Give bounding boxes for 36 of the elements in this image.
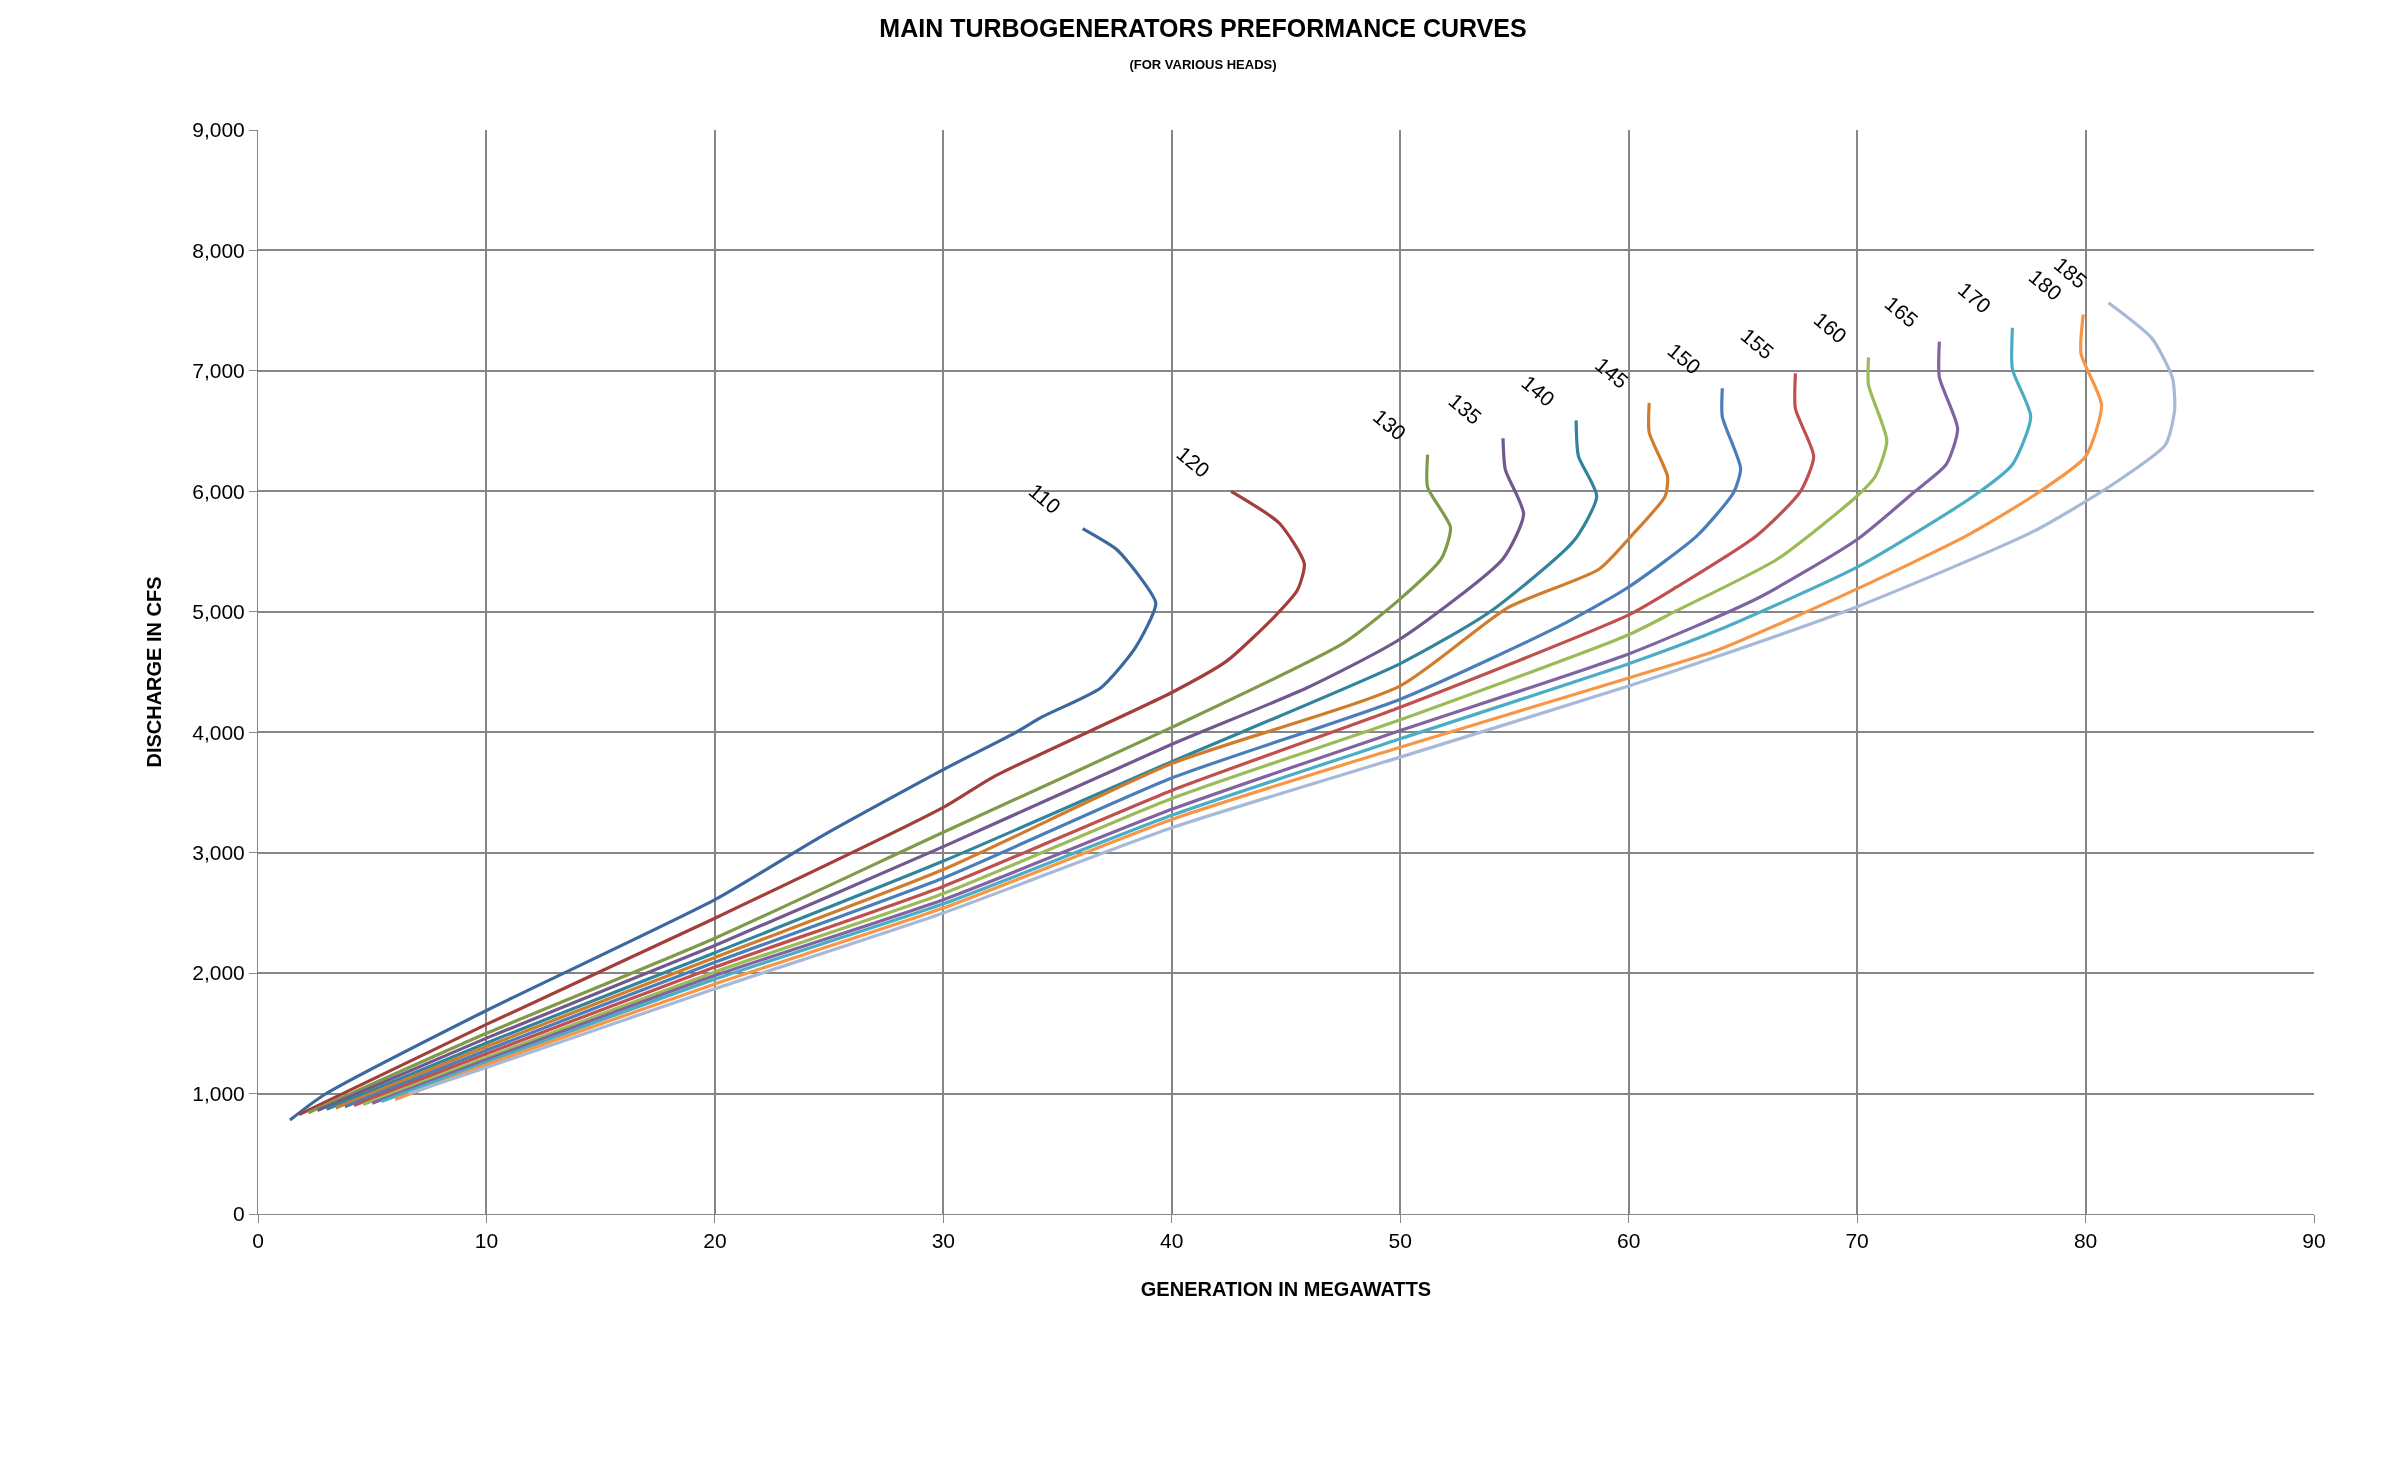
x-tick-label: 50: [1388, 1229, 1412, 1253]
text: 135: [1444, 388, 1487, 429]
y-axis-title: DISCHARGE IN CFS: [142, 576, 165, 768]
y-tick-label: 7,000: [192, 359, 245, 383]
y-tick-label: 8,000: [192, 238, 245, 262]
x-tick-label: 0: [252, 1229, 264, 1253]
x-tick-label: 20: [703, 1229, 727, 1253]
text: 165: [1880, 291, 1923, 332]
chart-title: MAIN TURBOGENERATORS PREFORMANCE CURVES: [879, 13, 1527, 42]
y-tick-label: 0: [233, 1202, 245, 1226]
line-series: [288, 527, 1158, 1122]
y-tick-label: 5,000: [192, 600, 245, 624]
text: 160: [1809, 307, 1852, 348]
y-tick-label: 3,000: [192, 841, 245, 865]
y-tick-label: 4,000: [192, 720, 245, 744]
x-tick-label: 10: [474, 1229, 499, 1253]
y-tick-label: 2,000: [192, 961, 245, 985]
text: 170: [1953, 277, 1996, 318]
x-tick-label: 40: [1160, 1229, 1184, 1253]
text: 120: [1172, 441, 1215, 482]
x-tick-label: 80: [2073, 1229, 2098, 1253]
x-tick-label: 30: [931, 1229, 956, 1253]
x-tick-label: 60: [1616, 1229, 1641, 1253]
y-tick-label: 9,000: [192, 118, 245, 142]
text: 130: [1368, 404, 1411, 445]
y-tick-label: 1,000: [192, 1081, 245, 1105]
text: 110: [1024, 479, 1066, 519]
text: 145: [1590, 352, 1633, 393]
text: 150: [1663, 338, 1706, 379]
text: 140: [1517, 370, 1560, 411]
x-axis-title: GENERATION IN MEGAWATTS: [1140, 1277, 1432, 1300]
x-tick-label: 70: [1845, 1229, 1869, 1253]
x-tick-label: 90: [2302, 1229, 2326, 1253]
y-tick-label: 6,000: [192, 479, 245, 503]
chart-subtitle: (FOR VARIOUS HEADS): [1129, 57, 1277, 73]
text: 155: [1736, 323, 1779, 364]
